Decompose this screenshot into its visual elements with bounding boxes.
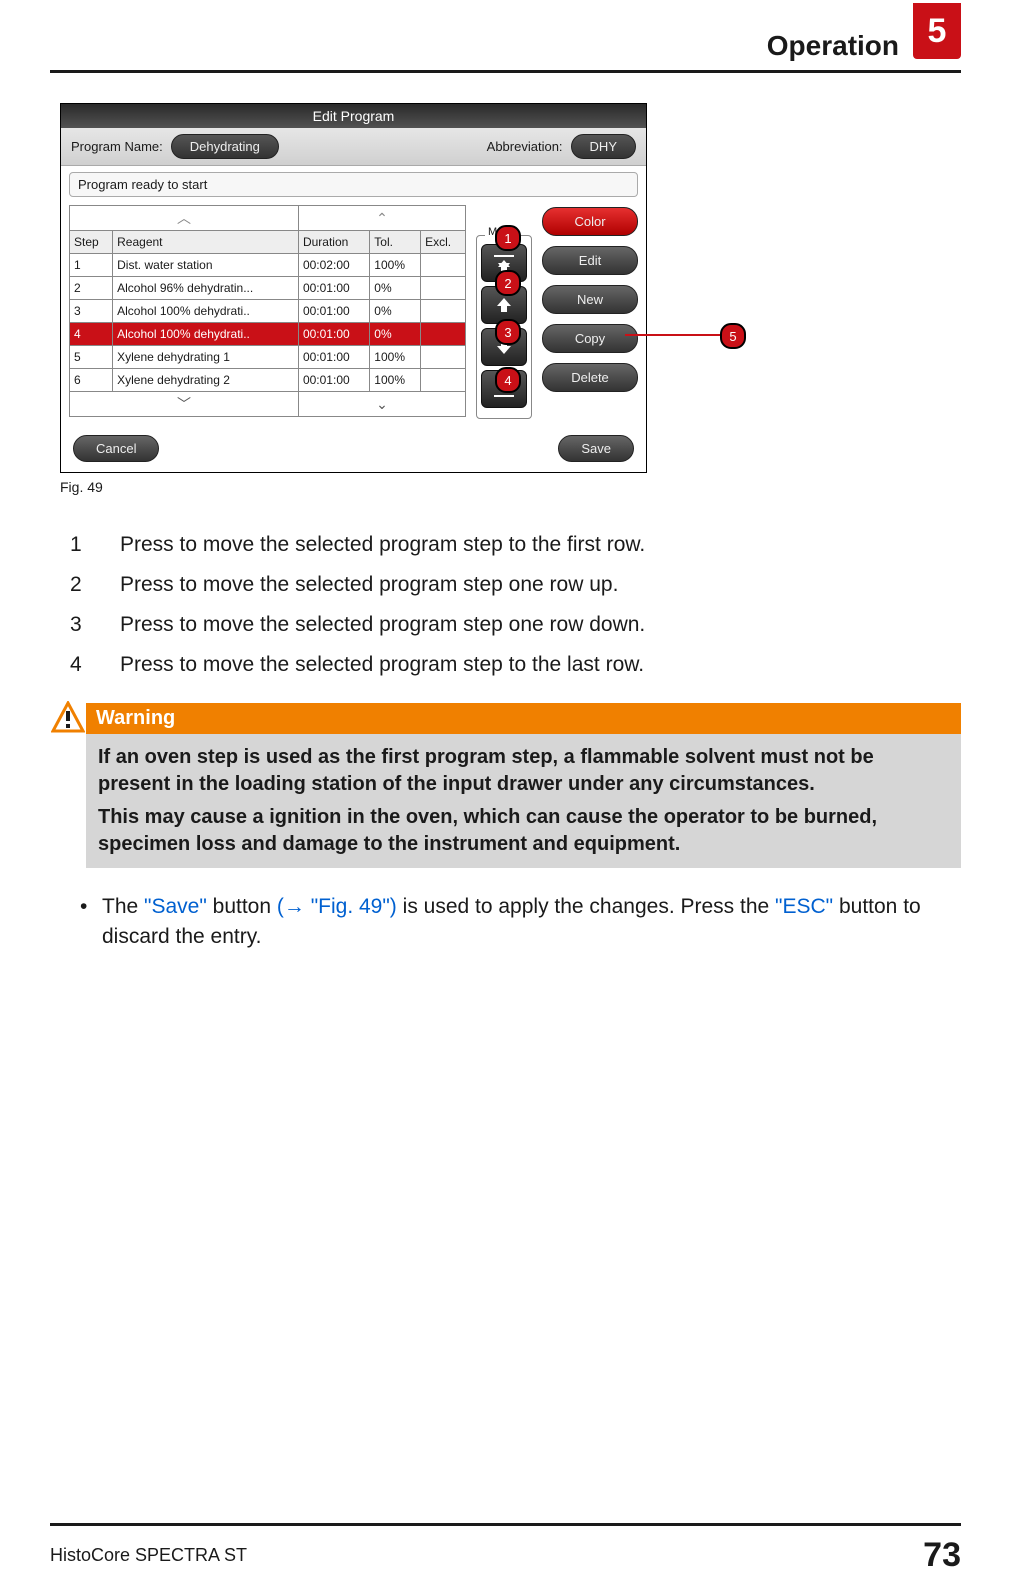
table-cell: Xylene dehydrating 1 bbox=[113, 346, 299, 369]
fig-ref: (→ "Fig. 49") bbox=[277, 895, 397, 918]
col-reagent: Reagent bbox=[113, 231, 299, 254]
figure-wrap: Edit Program Program Name: Dehydrating A… bbox=[60, 103, 760, 473]
table-cell: 3 bbox=[70, 300, 113, 323]
table-cell: 00:01:00 bbox=[298, 346, 369, 369]
table-cell: 0% bbox=[370, 277, 421, 300]
table-cell: 00:01:00 bbox=[298, 277, 369, 300]
table-cell: 00:02:00 bbox=[298, 254, 369, 277]
legend-number: 1 bbox=[70, 525, 90, 565]
esc-ref: "ESC" bbox=[775, 895, 833, 918]
legend-number: 2 bbox=[70, 565, 90, 605]
table-cell: 1 bbox=[70, 254, 113, 277]
legend-text: Press to move the selected program step … bbox=[120, 645, 644, 685]
warning-p1: If an oven step is used as the first pro… bbox=[98, 744, 949, 798]
col-tol: Tol. bbox=[370, 231, 421, 254]
dialog-title: Edit Program bbox=[61, 104, 646, 128]
callout-5-leader bbox=[625, 334, 720, 336]
callout-4: 4 bbox=[495, 367, 521, 393]
save-ref: "Save" bbox=[144, 895, 207, 918]
legend-text: Press to move the selected program step … bbox=[120, 525, 645, 565]
legend-item: 1 Press to move the selected program step… bbox=[70, 525, 961, 565]
edit-button[interactable]: Edit bbox=[542, 246, 638, 275]
table-cell: Xylene dehydrating 2 bbox=[113, 369, 299, 392]
legend-item: 2 Press to move the selected program step… bbox=[70, 565, 961, 605]
table-cell: 100% bbox=[370, 254, 421, 277]
scroll-up-right-icon[interactable]: ⌃ bbox=[298, 206, 465, 231]
figure-caption: Fig. 49 bbox=[60, 479, 961, 495]
table-row[interactable]: 4Alcohol 100% dehydrati..00:01:000% bbox=[70, 323, 466, 346]
status-message: Program ready to start bbox=[69, 172, 638, 197]
callout-5: 5 bbox=[720, 323, 746, 349]
table-row[interactable]: 2Alcohol 96% dehydratin...00:01:000% bbox=[70, 277, 466, 300]
table-cell bbox=[421, 369, 466, 392]
scroll-down-right-icon[interactable]: ⌄ bbox=[298, 392, 465, 417]
program-name-value[interactable]: Dehydrating bbox=[171, 134, 279, 159]
steps-table: ︿⌃ Step Reagent Duration Tol. Excl. 1Dis… bbox=[69, 205, 466, 417]
table-row[interactable]: 5Xylene dehydrating 100:01:00100% bbox=[70, 346, 466, 369]
table-cell: 6 bbox=[70, 369, 113, 392]
table-cell: Alcohol 100% dehydrati.. bbox=[113, 323, 299, 346]
col-step: Step bbox=[70, 231, 113, 254]
table-cell bbox=[421, 323, 466, 346]
program-name-label: Program Name: bbox=[71, 139, 163, 154]
legend-number: 4 bbox=[70, 645, 90, 685]
scroll-down-left-icon[interactable]: ﹀ bbox=[70, 392, 299, 417]
table-cell: 4 bbox=[70, 323, 113, 346]
legend-text: Press to move the selected program step … bbox=[120, 565, 618, 605]
legend-item: 3 Press to move the selected program step… bbox=[70, 605, 961, 645]
save-button[interactable]: Save bbox=[558, 435, 634, 462]
table-cell: 00:01:00 bbox=[298, 369, 369, 392]
table-cell bbox=[421, 300, 466, 323]
new-button[interactable]: New bbox=[542, 285, 638, 314]
table-cell: 0% bbox=[370, 300, 421, 323]
legend-number: 3 bbox=[70, 605, 90, 645]
page-footer: HistoCore SPECTRA ST 73 bbox=[50, 1523, 961, 1575]
warning-p2: This may cause a ignition in the oven, w… bbox=[98, 804, 949, 858]
callout-3: 3 bbox=[495, 319, 521, 345]
col-excl: Excl. bbox=[421, 231, 466, 254]
product-name: HistoCore SPECTRA ST bbox=[50, 1545, 247, 1566]
table-row[interactable]: 3Alcohol 100% dehydrati..00:01:000% bbox=[70, 300, 466, 323]
page-number: 73 bbox=[923, 1536, 961, 1575]
table-row[interactable]: 6Xylene dehydrating 200:01:00100% bbox=[70, 369, 466, 392]
warning-box: Warning If an oven step is used as the f… bbox=[50, 703, 961, 868]
table-cell: 2 bbox=[70, 277, 113, 300]
warning-icon bbox=[50, 701, 86, 868]
table-cell: 5 bbox=[70, 346, 113, 369]
table-cell: 00:01:00 bbox=[298, 300, 369, 323]
legend-list: 1 Press to move the selected program step… bbox=[70, 525, 961, 685]
edit-program-dialog: Edit Program Program Name: Dehydrating A… bbox=[60, 103, 647, 473]
table-cell: 0% bbox=[370, 323, 421, 346]
table-cell bbox=[421, 254, 466, 277]
color-button[interactable]: Color bbox=[542, 207, 638, 236]
table-cell: 100% bbox=[370, 369, 421, 392]
callout-1: 1 bbox=[495, 225, 521, 251]
col-duration: Duration bbox=[298, 231, 369, 254]
header-rule bbox=[50, 70, 961, 73]
body-paragraph: • The "Save" button (→ "Fig. 49") is use… bbox=[80, 892, 961, 953]
table-cell: 00:01:00 bbox=[298, 323, 369, 346]
warning-title: Warning bbox=[86, 703, 961, 734]
callout-2: 2 bbox=[495, 270, 521, 296]
scroll-up-left-icon[interactable]: ︿ bbox=[70, 206, 299, 231]
chapter-tab: 5 bbox=[913, 3, 961, 59]
copy-button[interactable]: Copy bbox=[542, 324, 638, 353]
abbreviation-value[interactable]: DHY bbox=[571, 134, 636, 159]
legend-item: 4 Press to move the selected program step… bbox=[70, 645, 961, 685]
table-cell: Dist. water station bbox=[113, 254, 299, 277]
table-cell bbox=[421, 277, 466, 300]
table-cell bbox=[421, 346, 466, 369]
legend-text: Press to move the selected program step … bbox=[120, 605, 645, 645]
table-cell: 100% bbox=[370, 346, 421, 369]
table-cell: Alcohol 96% dehydratin... bbox=[113, 277, 299, 300]
abbreviation-label: Abbreviation: bbox=[487, 139, 563, 154]
table-row[interactable]: 1Dist. water station00:02:00100% bbox=[70, 254, 466, 277]
table-cell: Alcohol 100% dehydrati.. bbox=[113, 300, 299, 323]
delete-button[interactable]: Delete bbox=[542, 363, 638, 392]
section-title: Operation bbox=[767, 30, 899, 62]
cancel-button[interactable]: Cancel bbox=[73, 435, 159, 462]
